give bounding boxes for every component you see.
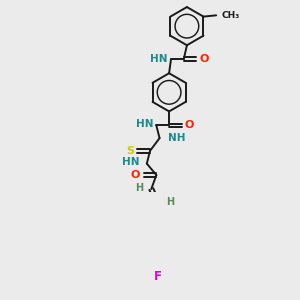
Text: H: H: [135, 183, 143, 193]
Text: H: H: [167, 197, 175, 207]
Text: F: F: [154, 270, 162, 283]
Text: HN: HN: [122, 157, 139, 167]
Text: HN: HN: [136, 118, 154, 128]
Text: NH: NH: [169, 133, 186, 142]
Text: CH₃: CH₃: [221, 11, 239, 20]
Text: O: O: [200, 54, 209, 64]
Text: HN: HN: [150, 54, 168, 64]
Text: O: O: [130, 170, 140, 180]
Text: S: S: [126, 146, 134, 156]
Text: O: O: [185, 120, 194, 130]
